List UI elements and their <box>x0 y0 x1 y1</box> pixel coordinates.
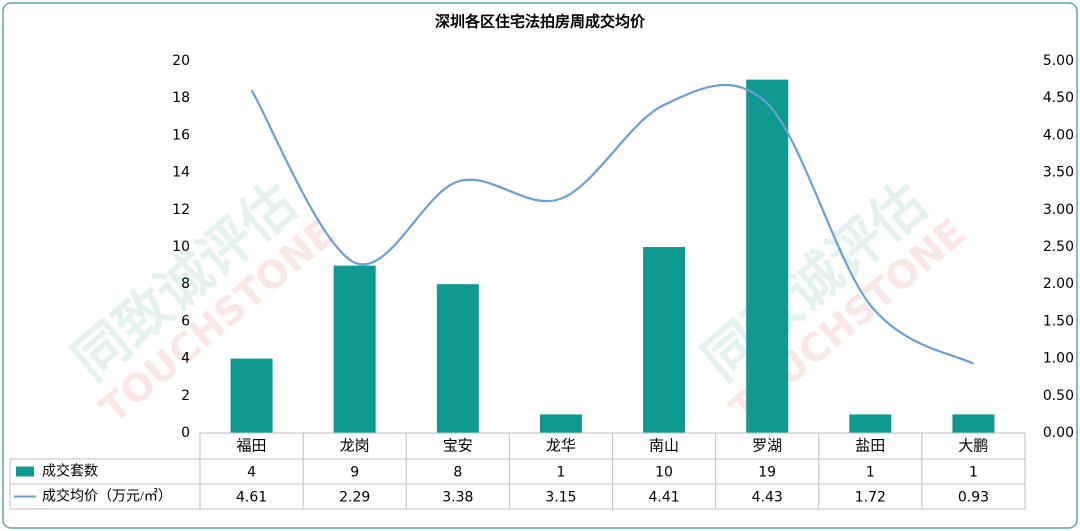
y-tick-label: 16 <box>172 127 190 143</box>
y-tick-label: 2 <box>181 388 190 404</box>
table-value: 4.61 <box>236 490 267 506</box>
table-value: 4 <box>247 465 256 481</box>
table-value: 3.38 <box>442 490 473 506</box>
y-tick-label: 14 <box>172 165 190 181</box>
y2-tick-label: 0.50 <box>1043 388 1074 404</box>
y2-tick-label: 1.00 <box>1043 351 1074 367</box>
legend-swatch <box>16 466 34 477</box>
bar <box>539 414 582 433</box>
table-value: 19 <box>758 465 776 481</box>
y-tick-label: 4 <box>181 351 190 367</box>
bar <box>643 247 686 433</box>
x-tick-label: 盐田 <box>855 437 885 454</box>
table-value: 3.15 <box>545 490 576 506</box>
table-value: 0.93 <box>958 490 989 506</box>
x-tick-label: 龙华 <box>546 437 576 454</box>
table-value: 1 <box>866 465 875 481</box>
chart-title: 深圳各区住宅法拍房周成交均价 <box>435 13 646 31</box>
y-tick-label: 12 <box>172 202 190 218</box>
y-tick-label: 20 <box>172 53 190 69</box>
table-value: 1 <box>556 465 565 481</box>
table-value: 9 <box>350 465 359 481</box>
table-value: 1.72 <box>855 490 886 506</box>
x-tick-label: 福田 <box>237 437 267 454</box>
y2-tick-label: 4.00 <box>1043 127 1074 143</box>
line <box>250 83 974 365</box>
x-tick-label: 大鹏 <box>958 437 988 454</box>
bar <box>230 358 273 433</box>
table-value: 4.43 <box>752 490 783 506</box>
bar <box>849 414 892 433</box>
bar <box>746 79 789 433</box>
x-tick-label: 南山 <box>649 437 679 454</box>
y-tick-label: 0 <box>181 425 190 441</box>
y2-tick-label: 2.00 <box>1043 276 1074 292</box>
table-value: 4.41 <box>648 490 679 506</box>
y-tick-label: 6 <box>181 313 190 329</box>
y-tick-label: 10 <box>172 239 190 255</box>
table-value: 2.29 <box>339 490 370 506</box>
table-value: 1 <box>969 465 978 481</box>
x-tick-label: 宝安 <box>443 437 473 454</box>
legend-label: 成交套数 <box>42 463 98 480</box>
table-value: 10 <box>655 465 673 481</box>
bar <box>436 284 479 433</box>
x-tick-label: 罗湖 <box>752 437 782 454</box>
bar <box>333 265 376 433</box>
x-tick-label: 龙岗 <box>340 437 370 454</box>
y2-tick-label: 3.00 <box>1043 202 1074 218</box>
y2-tick-label: 2.50 <box>1043 239 1074 255</box>
bar <box>952 414 995 433</box>
y2-tick-label: 0.00 <box>1043 425 1074 441</box>
table-value: 8 <box>453 465 462 481</box>
y2-tick-label: 4.50 <box>1043 90 1074 106</box>
y2-tick-label: 1.50 <box>1043 313 1074 329</box>
y-tick-label: 18 <box>172 90 190 106</box>
y2-tick-label: 3.50 <box>1043 165 1074 181</box>
y-tick-label: 8 <box>181 276 190 292</box>
legend-label: 成交均价（万元/㎡） <box>42 488 172 505</box>
y2-tick-label: 5.00 <box>1043 53 1074 69</box>
